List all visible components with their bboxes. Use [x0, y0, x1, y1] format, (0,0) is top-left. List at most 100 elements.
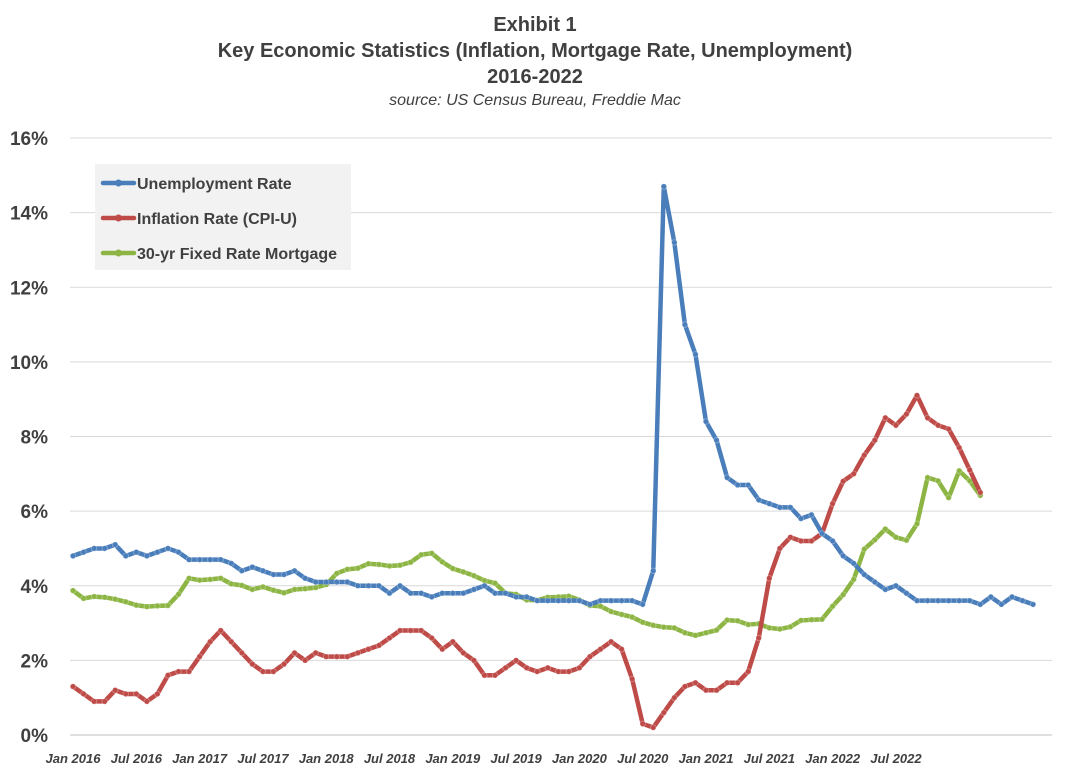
data-point [903, 537, 910, 544]
data-point [470, 586, 478, 593]
data-point [745, 668, 752, 675]
data-point [797, 537, 805, 545]
data-point [650, 622, 657, 629]
data-point [249, 660, 256, 668]
x-tick-label: Jul 2017 [237, 751, 289, 766]
data-point [871, 536, 878, 544]
data-point [407, 627, 414, 634]
y-tick-label: 10% [10, 353, 48, 374]
data-point [375, 561, 383, 568]
data-point [439, 558, 446, 566]
data-point [839, 591, 847, 598]
data-point [143, 603, 151, 610]
data-point [977, 489, 984, 496]
data-point [80, 690, 87, 698]
chart-source: source: US Census Bureau, Freddie Mac [389, 92, 681, 109]
data-point [861, 545, 868, 553]
data-point [407, 559, 414, 566]
data-point [671, 694, 678, 701]
data-point [956, 444, 963, 451]
data-point [607, 597, 615, 604]
data-point [228, 560, 235, 567]
x-tick-label: Jul 2018 [364, 751, 416, 766]
data-point [449, 638, 456, 645]
data-point [365, 560, 372, 567]
data-point [249, 563, 256, 571]
data-point [491, 590, 499, 597]
legend-label: Inflation Rate (CPI-U) [137, 211, 297, 228]
data-point [755, 634, 762, 642]
x-tick-label: Jan 2020 [552, 751, 608, 766]
series-0 [69, 183, 1037, 608]
data-point [913, 597, 921, 604]
data-point [280, 571, 288, 578]
data-point [766, 624, 773, 632]
data-point [607, 638, 615, 645]
chart-title: Key Economic Statistics (Inflation, Mort… [217, 40, 853, 62]
data-point [681, 321, 689, 328]
data-point [238, 582, 245, 589]
data-point [143, 552, 151, 560]
data-point [713, 687, 720, 694]
data-point [597, 645, 604, 653]
data-point [344, 653, 351, 660]
data-point [491, 579, 499, 587]
data-point [90, 698, 98, 705]
data-point [122, 598, 129, 605]
y-tick-label: 16% [10, 129, 48, 150]
data-point [333, 578, 340, 586]
data-point [375, 582, 383, 589]
data-point [407, 590, 414, 597]
y-tick-label: 6% [21, 502, 49, 523]
legend-box [95, 164, 351, 270]
data-point [576, 664, 583, 672]
data-point [291, 586, 298, 593]
data-point [449, 565, 456, 572]
data-point [787, 623, 794, 630]
data-point [111, 595, 119, 603]
data-point [1029, 601, 1037, 608]
data-point [987, 593, 995, 601]
x-tick-label: Jul 2016 [111, 751, 163, 766]
data-point [206, 576, 214, 583]
data-point [565, 597, 573, 604]
data-point [787, 504, 794, 511]
data-point [597, 603, 604, 610]
data-point [175, 548, 182, 556]
data-point [956, 597, 963, 604]
chart-date-range: 2016-2022 [487, 66, 583, 88]
data-point [291, 567, 298, 575]
data-point [386, 590, 393, 597]
data-point [692, 679, 699, 686]
data-point [628, 597, 636, 604]
y-tick-label: 8% [21, 428, 49, 449]
data-point [154, 548, 161, 556]
data-point [90, 593, 98, 600]
data-point [270, 587, 277, 594]
data-point [280, 660, 288, 668]
data-point [439, 645, 446, 653]
data-point [417, 590, 425, 597]
data-point [945, 597, 952, 604]
data-point [681, 683, 689, 690]
data-point [449, 590, 456, 597]
data-point [787, 534, 794, 541]
data-point [924, 474, 931, 481]
x-tick-label: Jan 2016 [46, 751, 102, 766]
data-point [576, 597, 583, 604]
data-point [745, 481, 752, 489]
y-tick-label: 12% [10, 278, 48, 299]
data-point [903, 410, 910, 418]
x-tick-label: Jan 2021 [679, 751, 734, 766]
data-point [460, 568, 467, 576]
data-point [164, 545, 172, 552]
data-point [829, 603, 836, 610]
data-point [618, 597, 625, 604]
data-point [80, 595, 87, 602]
data-point [122, 552, 129, 560]
data-point [913, 392, 921, 399]
data-point [839, 552, 847, 560]
data-point [154, 602, 161, 610]
data-point [491, 672, 499, 679]
data-point [69, 683, 77, 690]
